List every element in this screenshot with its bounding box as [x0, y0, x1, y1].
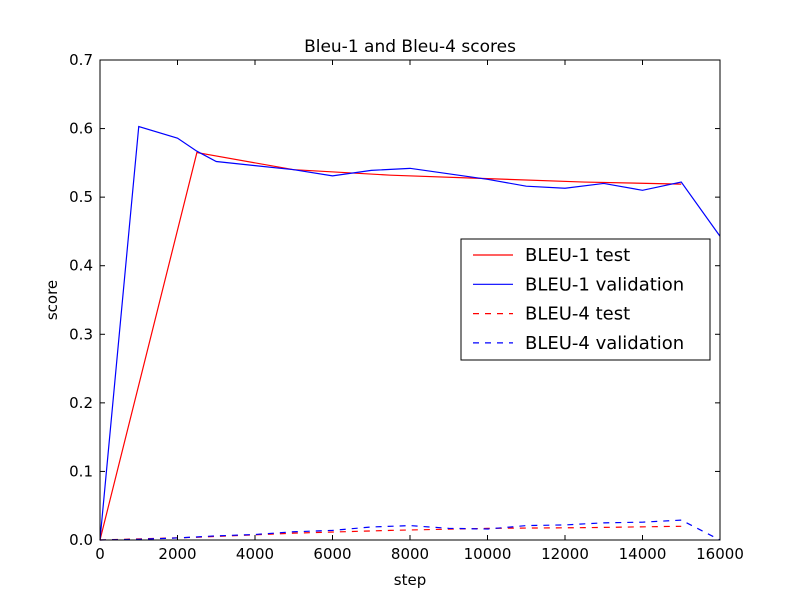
y-tick-label: 0.4	[69, 257, 93, 275]
x-tick-label: 8000	[391, 545, 429, 563]
x-tick-label: 10000	[464, 545, 512, 563]
legend-box	[460, 238, 711, 361]
legend-label-bleu-4-validation: BLEU-4 validation	[525, 333, 684, 354]
x-tick-label: 4000	[236, 545, 274, 563]
x-tick-label: 0	[95, 545, 105, 563]
x-tick-label: 6000	[313, 545, 351, 563]
axis-ticks: 0 2000 4000 6000 8000 10000 12000 14000 16000 0.0…	[69, 51, 744, 563]
x-tick-label: 14000	[619, 545, 667, 563]
y-tick-label: 0.2	[69, 394, 93, 412]
y-tick-label: 0.6	[69, 120, 93, 138]
plot-lines	[99, 125, 721, 541]
y-tick-label: 0.5	[69, 188, 93, 206]
chart-title: Bleu-1 and Bleu-4 scores	[304, 37, 516, 57]
y-tick-label: 0.7	[69, 51, 93, 69]
series-line-bleu-4-validation	[99, 519, 721, 541]
legend-label-bleu-4-test: BLEU-4 test	[525, 304, 630, 325]
legend-label-bleu-1-validation: BLEU-1 validation	[525, 274, 684, 295]
y-tick-label: 0.3	[69, 325, 93, 343]
y-tick-label: 0.0	[69, 531, 93, 549]
x-tick-label: 2000	[158, 545, 196, 563]
y-tick-label: 0.1	[69, 462, 93, 480]
y-axis-label: score	[43, 280, 61, 320]
series-line-bleu-1-validation	[99, 125, 721, 541]
legend-label-bleu-1-test: BLEU-1 test	[525, 245, 630, 266]
series-line-bleu-1-test	[99, 151, 682, 541]
x-tick-label: 12000	[541, 545, 589, 563]
x-tick-label: 16000	[696, 545, 744, 563]
x-axis-label: step	[394, 571, 426, 589]
legend: BLEU-1 test BLEU-1 validation BLEU-4 test B…	[460, 238, 711, 361]
